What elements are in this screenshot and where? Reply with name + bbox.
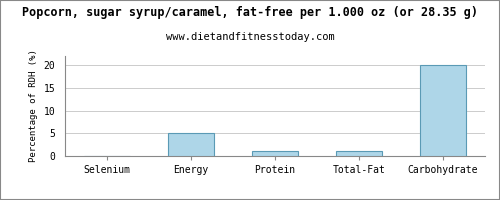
Text: www.dietandfitnesstoday.com: www.dietandfitnesstoday.com [166,32,334,42]
Bar [168,133,214,156]
Bar [252,151,298,156]
Bar [420,65,466,156]
Text: Popcorn, sugar syrup/caramel, fat-free per 1.000 oz (or 28.35 g): Popcorn, sugar syrup/caramel, fat-free p… [22,6,478,19]
Bar [336,151,382,156]
Y-axis label: Percentage of RDH (%): Percentage of RDH (%) [29,50,38,162]
